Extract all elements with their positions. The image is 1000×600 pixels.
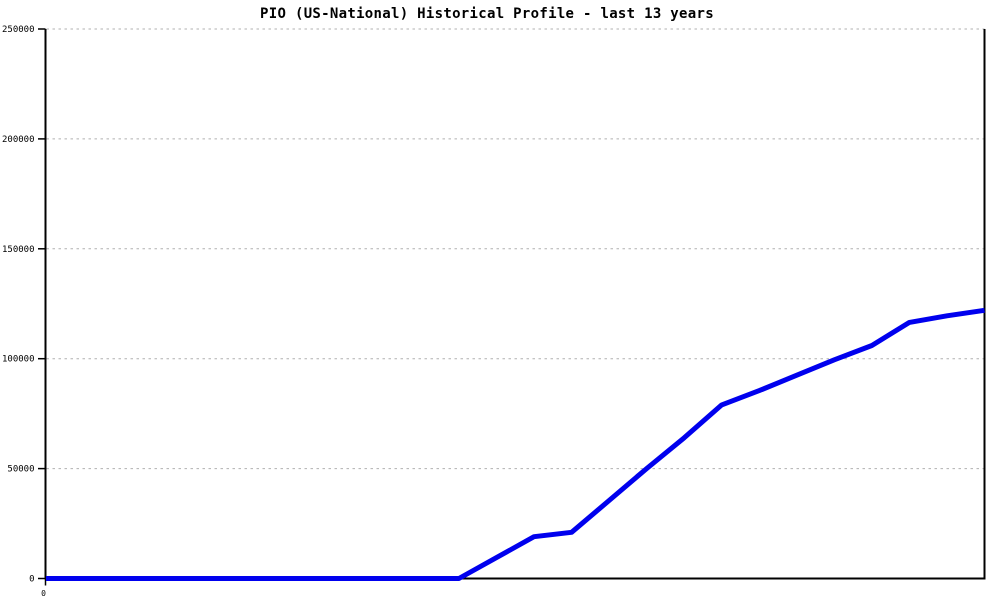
- axes-group: [38, 28, 986, 586]
- y-tick-label: 0: [29, 575, 34, 585]
- y-tick-label: 50000: [7, 465, 34, 475]
- y-tick-label: 100000: [2, 355, 35, 365]
- tick-labels-group: 0 50000 100000 150000 200000 250000: [2, 25, 35, 585]
- gridlines-group: [46, 28, 985, 470]
- y-tick-label: 200000: [2, 135, 35, 145]
- y-tick-label: 150000: [2, 245, 35, 255]
- data-series-line: [46, 307, 985, 581]
- chart-title: PIO (US-National) Historical Profile - l…: [260, 6, 714, 22]
- y-tick-label: 250000: [2, 25, 35, 35]
- x-axis-origin-tick-label: 0: [41, 589, 46, 598]
